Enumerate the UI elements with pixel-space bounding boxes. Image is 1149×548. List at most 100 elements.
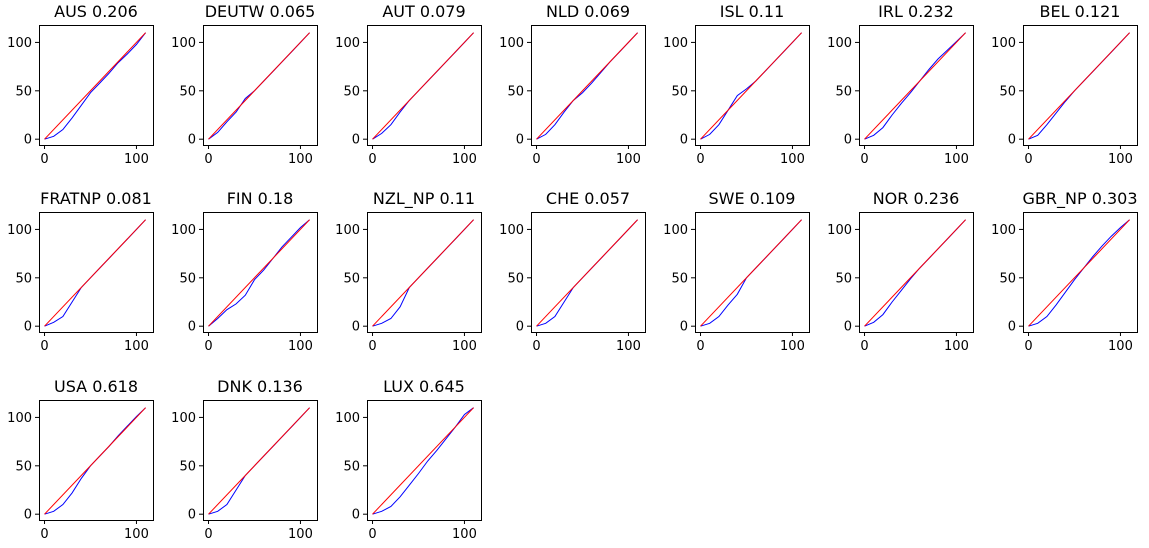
axes-frame: [39, 400, 154, 521]
y-tick-label: 0: [24, 320, 32, 335]
equality-line: [44, 219, 146, 327]
subplot-2: AUT 0.079 0 100 0 50 100: [335, 2, 482, 167]
y-tick-label: 50: [343, 84, 360, 99]
subplot-title: FIN 0.18: [227, 189, 294, 208]
x-tick-label: 0: [204, 152, 212, 167]
subplot-title: ISL 0.11: [720, 2, 785, 21]
x-tick-label: 0: [532, 339, 540, 354]
y-tick-label: 0: [516, 320, 524, 335]
y-tick-label: 100: [171, 223, 196, 238]
curve-line: [1028, 219, 1130, 327]
y-tick-label: 50: [507, 84, 524, 99]
y-tick-label: 100: [827, 223, 852, 238]
curve-line: [208, 219, 310, 327]
x-tick-label: 0: [1024, 152, 1032, 167]
curve-line: [44, 32, 146, 140]
x-tick-label: 100: [780, 152, 805, 167]
y-tick-label: 0: [516, 133, 524, 148]
subplot-title: NLD 0.069: [546, 2, 630, 21]
subplot-title: LUX 0.645: [383, 377, 465, 396]
axes-frame: [203, 25, 318, 146]
x-tick-label: 0: [204, 339, 212, 354]
y-tick-label: 100: [663, 223, 688, 238]
y-tick-label: 0: [844, 320, 852, 335]
axes-frame: [39, 212, 154, 333]
subplot-9: NZL_NP 0.11 0 100 0 50 100: [335, 189, 482, 354]
y-tick-label: 0: [188, 133, 196, 148]
axes-frame: [367, 400, 482, 521]
x-tick-label: 0: [40, 527, 48, 542]
subplot-10: CHE 0.057 0 100 0 50 100: [499, 189, 646, 354]
y-tick-label: 100: [499, 223, 524, 238]
subplot-14: USA 0.618 0 100 0 50 100: [7, 377, 154, 542]
y-tick-label: 100: [499, 36, 524, 51]
y-tick-label: 0: [1008, 133, 1016, 148]
subplot-5: IRL 0.232 0 100 0 50 100: [827, 2, 974, 167]
equality-line: [372, 32, 474, 140]
x-tick-label: 100: [780, 339, 805, 354]
y-tick-label: 100: [7, 411, 32, 426]
x-tick-label: 0: [368, 527, 376, 542]
y-tick-label: 0: [188, 320, 196, 335]
x-tick-label: 0: [860, 152, 868, 167]
x-tick-label: 0: [860, 339, 868, 354]
y-tick-label: 50: [671, 271, 688, 286]
x-tick-label: 0: [40, 152, 48, 167]
y-tick-label: 50: [179, 459, 196, 474]
x-tick-label: 100: [616, 152, 641, 167]
equality-line: [372, 219, 474, 327]
subplot-12: NOR 0.236 0 100 0 50 100: [827, 189, 974, 354]
y-tick-label: 100: [335, 223, 360, 238]
subplot-7: FRATNP 0.081 0 100 0 50 100: [7, 189, 154, 354]
axes-frame: [367, 212, 482, 333]
subplot-title: FRATNP 0.081: [40, 189, 152, 208]
y-tick-label: 50: [999, 84, 1016, 99]
x-tick-label: 0: [368, 152, 376, 167]
axes-frame: [859, 212, 974, 333]
y-tick-label: 0: [188, 508, 196, 523]
x-tick-label: 100: [124, 339, 149, 354]
y-tick-label: 50: [835, 84, 852, 99]
y-tick-label: 100: [991, 36, 1016, 51]
x-tick-label: 0: [1024, 339, 1032, 354]
subplot-6: BEL 0.121 0 100 0 50 100: [991, 2, 1138, 167]
y-tick-label: 0: [24, 508, 32, 523]
y-tick-label: 0: [352, 508, 360, 523]
x-tick-label: 0: [204, 527, 212, 542]
axes-frame: [367, 25, 482, 146]
equality-line: [208, 407, 310, 515]
y-tick-label: 100: [171, 411, 196, 426]
y-tick-label: 100: [7, 36, 32, 51]
y-tick-label: 50: [15, 84, 32, 99]
equality-line: [700, 32, 802, 140]
equality-line: [864, 219, 966, 327]
x-tick-label: 0: [40, 339, 48, 354]
axes-frame: [859, 25, 974, 146]
equality-line: [1028, 219, 1130, 327]
x-tick-label: 100: [944, 339, 969, 354]
y-tick-label: 0: [844, 133, 852, 148]
y-tick-label: 100: [335, 36, 360, 51]
y-tick-label: 50: [343, 459, 360, 474]
y-tick-label: 0: [352, 133, 360, 148]
subplot-0: AUS 0.206 0 100 0 50 100: [7, 2, 154, 167]
y-tick-label: 50: [507, 271, 524, 286]
axes-frame: [1023, 212, 1138, 333]
equality-line: [1028, 32, 1130, 140]
subplot-title: DEUTW 0.065: [205, 2, 316, 21]
subplot-13: GBR_NP 0.303 0 100 0 50 100: [991, 189, 1138, 354]
y-tick-label: 0: [352, 320, 360, 335]
y-tick-label: 50: [179, 271, 196, 286]
y-tick-label: 50: [671, 84, 688, 99]
x-tick-label: 0: [532, 152, 540, 167]
subplot-title: USA 0.618: [54, 377, 138, 396]
y-tick-label: 50: [999, 271, 1016, 286]
subplot-title: BEL 0.121: [1040, 2, 1121, 21]
y-tick-label: 0: [24, 133, 32, 148]
x-tick-label: 100: [124, 527, 149, 542]
y-tick-label: 0: [680, 133, 688, 148]
x-tick-label: 0: [368, 339, 376, 354]
subplot-title: NZL_NP 0.11: [373, 189, 475, 209]
x-tick-label: 100: [452, 339, 477, 354]
